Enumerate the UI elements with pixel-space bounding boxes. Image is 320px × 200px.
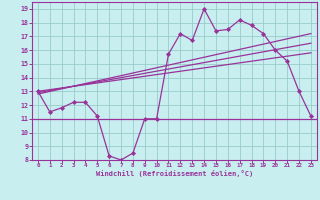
X-axis label: Windchill (Refroidissement éolien,°C): Windchill (Refroidissement éolien,°C) [96,170,253,177]
